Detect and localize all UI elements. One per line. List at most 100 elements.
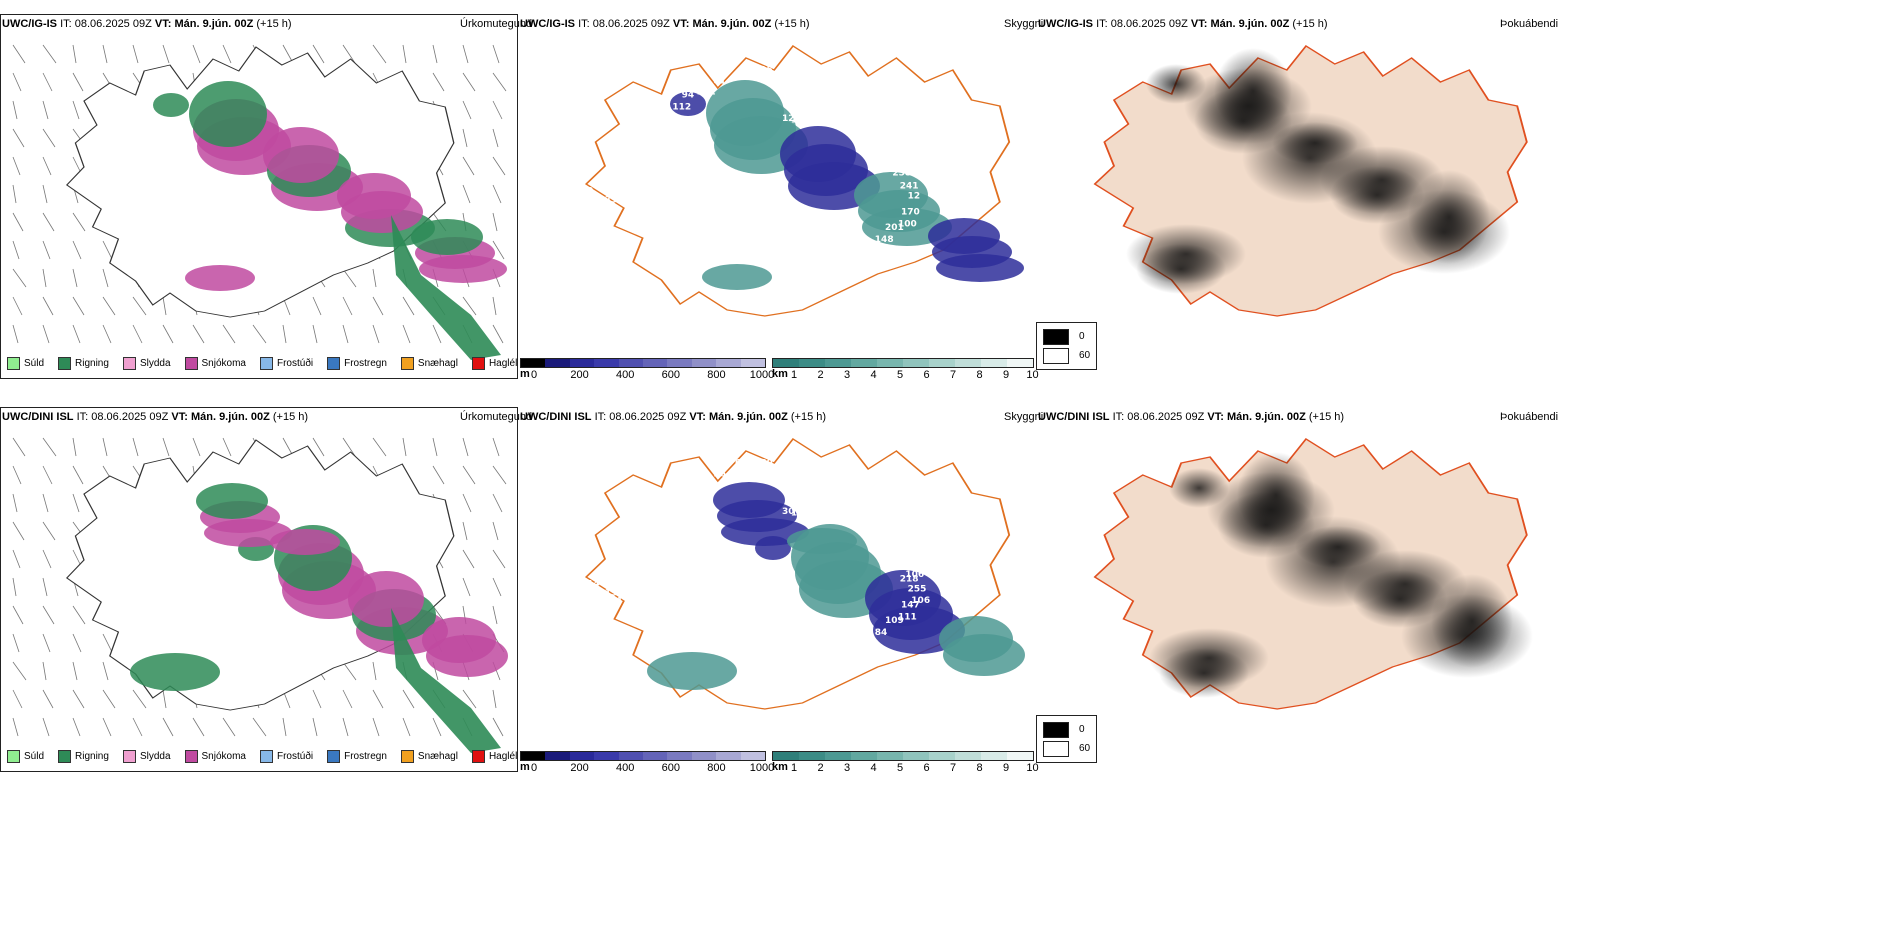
- legend-item: Slydda: [122, 750, 171, 763]
- cloud-base-value: 12: [661, 130, 674, 140]
- legend-swatch: [122, 357, 136, 370]
- visibility-tick: 6: [923, 762, 930, 774]
- precip-header: UWC/DINI ISL IT: 08.06.2025 09Z VT: Mán.…: [2, 411, 309, 423]
- legend-label: Frostúði: [276, 751, 314, 762]
- legend-label: Haglél: [488, 358, 518, 369]
- cloud-base-value: 244: [752, 214, 771, 224]
- visibility-tick: 5: [896, 369, 904, 381]
- legend-item: Súld: [7, 357, 44, 370]
- precip-map-canvas: [12, 437, 508, 753]
- legend-swatch: [327, 750, 341, 763]
- cloud-base-value: 81: [713, 76, 726, 86]
- cloud-base-value: 194: [658, 512, 677, 522]
- fog-header: UWC/IG-IS IT: 08.06.2025 09Z VT: Mán. 9.…: [1038, 18, 1328, 30]
- cloud-base-tick: 400: [616, 369, 635, 381]
- cloud-base-value: 94: [682, 90, 695, 100]
- precip-type-map-0: Súld Rigning Slydda Snjókoma Frostúði Frostre…: [0, 14, 518, 379]
- cloud-base-value: 614: [581, 580, 600, 590]
- cloud-base-value: 185: [808, 109, 827, 119]
- cloud-base-value: 163: [658, 119, 677, 129]
- cloud-base-colorbar: m 0 200 400 600 800 1000: [520, 358, 774, 382]
- cloud-base-value: 157: [879, 158, 898, 168]
- legend-label: Snjókoma: [201, 358, 246, 369]
- visibility-tick: 8: [976, 762, 983, 774]
- visibility-tick: 8: [976, 369, 983, 381]
- visibility-tick: 4: [870, 762, 877, 774]
- visibility-tick: 10: [1026, 762, 1039, 774]
- legend-swatch: [184, 357, 198, 370]
- cloud-base-value: 59: [581, 187, 594, 197]
- precip-legend: Súld Rigning Slydda Snjókoma Frostúði Frostre…: [7, 750, 517, 763]
- cloud-base-value: 101: [862, 105, 881, 115]
- precip-type-map-1: Súld Rigning Slydda Snjókoma Frostúði Frostre…: [0, 407, 518, 772]
- legend-item: Frostúði: [259, 750, 314, 763]
- cloud-base-value: 66: [924, 505, 937, 515]
- cloud-base-tick: 0: [530, 762, 538, 774]
- legend-label: Frostregn: [344, 358, 387, 369]
- precip-map-canvas: [12, 44, 507, 360]
- legend-label: Slydda: [139, 751, 171, 762]
- legend-swatch: [122, 750, 136, 763]
- legend-swatch: [184, 750, 198, 763]
- cloud-base-value: 185: [931, 512, 950, 522]
- cloud-base-value: 25: [663, 212, 676, 222]
- cloud-base-value: 145: [957, 125, 976, 135]
- cloud-base-tick: 200: [570, 762, 589, 774]
- legend-label: Súld: [24, 751, 45, 762]
- legend-item: Súld: [7, 750, 44, 763]
- cloud-base-value: 113: [892, 562, 911, 572]
- cloud-base-value: 69: [671, 217, 684, 227]
- cloud-base-value: 111: [898, 613, 917, 623]
- cloud-base-value: 335: [605, 195, 624, 205]
- legend-item: Haglél: [471, 750, 517, 763]
- visibility-tick: 2: [817, 762, 824, 774]
- cloud-base-value: 99: [877, 555, 890, 565]
- cloud-base-value: 245: [686, 557, 705, 567]
- cloud-base-value: 108: [791, 509, 810, 519]
- visibility-tick: 6: [923, 369, 930, 381]
- cloud-base-value: 218: [900, 575, 919, 585]
- fog-key-min: 0: [1079, 331, 1085, 342]
- cloud-base-value: 291: [897, 110, 916, 120]
- cloud-base-value: 96: [713, 469, 726, 479]
- legend-label: Snjókoma: [201, 751, 246, 762]
- cloud-base-value: 64: [610, 596, 623, 606]
- legend-item: Snæhagl: [400, 750, 458, 763]
- legend-item: Snjókoma: [184, 750, 246, 763]
- cloud-base-tick: 200: [570, 369, 589, 381]
- fog-map-canvas: [1093, 437, 1533, 710]
- cloud-base-value: 258: [892, 169, 911, 179]
- cloud-base-value: 119: [984, 535, 1003, 545]
- visibility-tick: 5: [896, 762, 904, 774]
- fog-map-canvas: [1093, 44, 1528, 317]
- visibility-map-canvas: 99 357 108 109 193 185 159 130 218 150 347 169 128 11…: [581, 437, 1025, 710]
- visibility-tick: 4: [870, 369, 877, 381]
- vis-header: UWC/IG-IS IT: 08.06.2025 09Z VT: Mán. 9.…: [520, 18, 810, 30]
- legend-swatch: [58, 357, 72, 370]
- cloud-base-value: 109: [885, 616, 904, 626]
- cloud-base-value: 260: [754, 458, 773, 468]
- legend-label: Súld: [24, 358, 45, 369]
- fog-header: UWC/DINI ISL IT: 08.06.2025 09Z VT: Mán.…: [1038, 411, 1345, 423]
- fog-index-map-0: 0 60: [1036, 14, 1556, 379]
- cloud-base-value: 262: [931, 119, 950, 129]
- vis-header: UWC/DINI ISL IT: 08.06.2025 09Z VT: Mán.…: [520, 411, 827, 423]
- legend-label: Snæhagl: [417, 751, 458, 762]
- cloud-base-value: 97: [838, 107, 851, 117]
- cloud-base-value: 88: [731, 611, 744, 621]
- visibility-unit: km: [772, 761, 788, 773]
- legend-swatch: [259, 750, 273, 763]
- legend-item: Rigning: [58, 750, 109, 763]
- cloud-base-value: 171: [791, 116, 810, 126]
- cloud-base-value: 171: [957, 518, 976, 528]
- legend-item: Snæhagl: [400, 357, 458, 370]
- fog-key: 0 60: [1036, 715, 1098, 763]
- cloud-base-tick: 0: [530, 369, 538, 381]
- visibility-unit: km: [772, 368, 788, 380]
- cloud-base-value: 30: [782, 507, 795, 517]
- legend-swatch: [400, 750, 414, 763]
- visibility-tick: 1: [790, 762, 798, 774]
- legend-label: Frostúði: [276, 358, 314, 369]
- cloud-base-tick: 1000: [749, 762, 775, 774]
- legend-label: Snæhagl: [417, 358, 458, 369]
